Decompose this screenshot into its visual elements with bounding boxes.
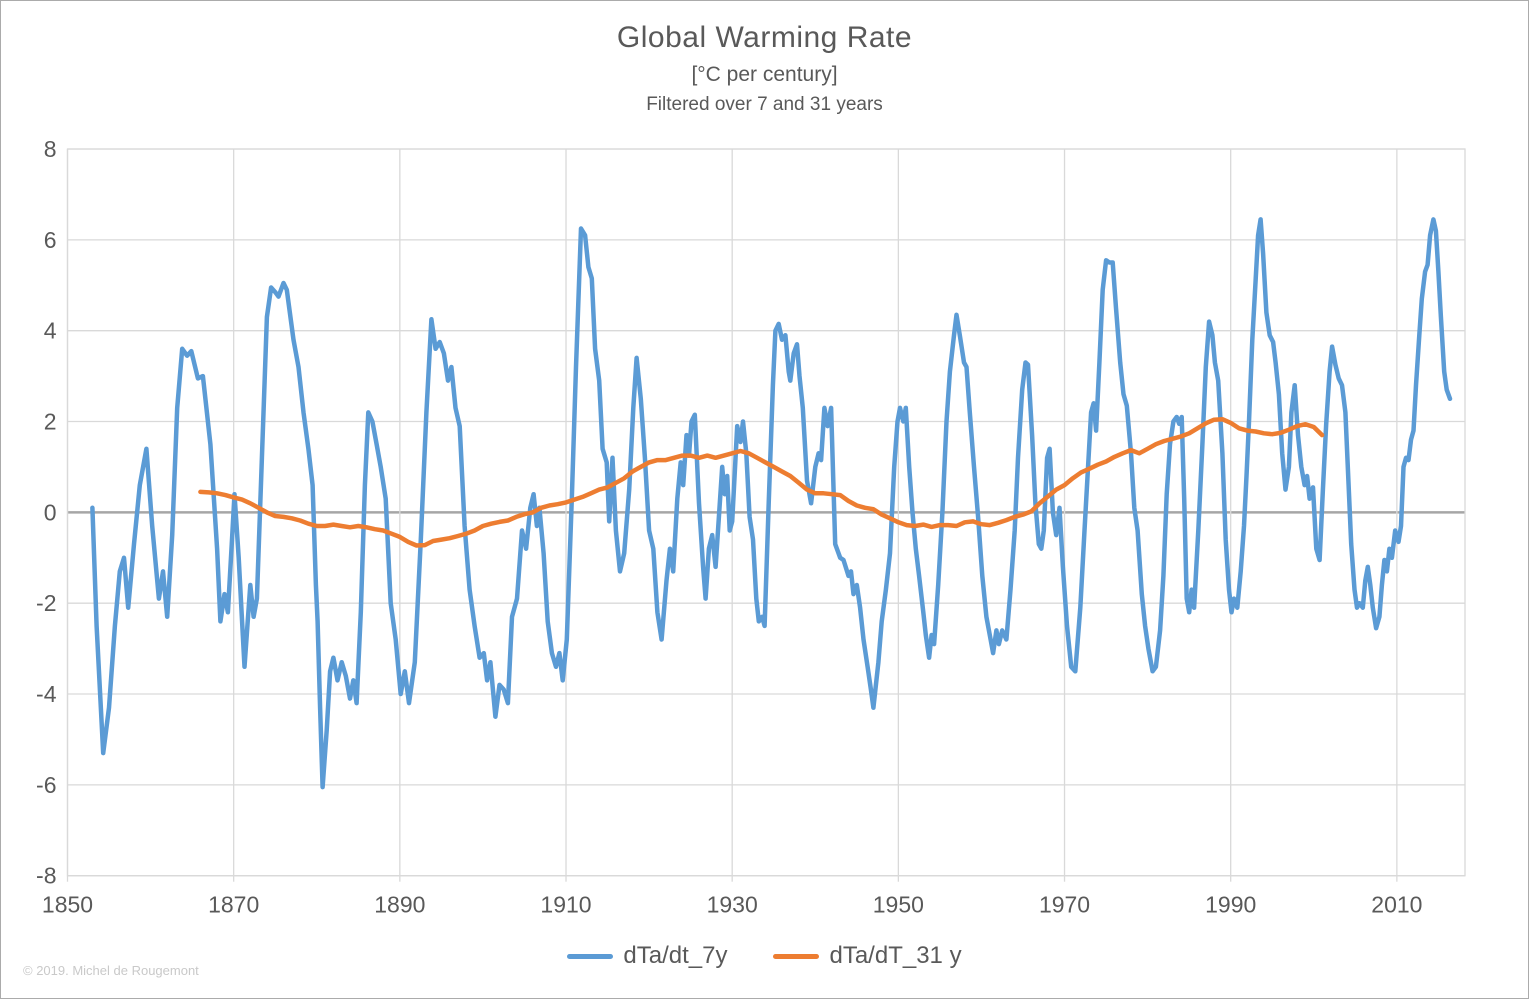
orange-line-swatch	[773, 953, 820, 959]
legend-label-31y: dTa/dT_31 y	[829, 942, 962, 969]
svg-text:1950: 1950	[873, 892, 924, 918]
svg-text:1990: 1990	[1205, 892, 1256, 918]
svg-text:2010: 2010	[1371, 892, 1422, 918]
svg-text:1970: 1970	[1039, 892, 1090, 918]
svg-text:6: 6	[44, 227, 57, 253]
svg-text:-2: -2	[36, 590, 56, 616]
legend-item-31y[interactable]: dTa/dT_31 y	[773, 942, 962, 970]
svg-text:1850: 1850	[42, 892, 93, 918]
svg-text:0: 0	[44, 499, 57, 525]
svg-text:4: 4	[44, 318, 57, 344]
svg-text:-4: -4	[36, 681, 57, 707]
svg-text:1890: 1890	[374, 892, 425, 918]
svg-text:1930: 1930	[707, 892, 758, 918]
legend-label-7y: dTa/dt_7y	[623, 942, 728, 969]
svg-text:-6: -6	[36, 772, 56, 798]
svg-text:8: 8	[44, 136, 57, 162]
blue-line-swatch	[567, 953, 614, 959]
legend: dTa/dt_7y dTa/dT_31 y	[1, 942, 1528, 970]
svg-text:1910: 1910	[540, 892, 591, 918]
svg-text:-8: -8	[36, 863, 56, 889]
legend-item-7y[interactable]: dTa/dt_7y	[567, 942, 727, 970]
svg-text:1870: 1870	[208, 892, 259, 918]
copyright-text: © 2019. Michel de Rougemont	[23, 963, 199, 978]
svg-text:2: 2	[44, 409, 57, 435]
